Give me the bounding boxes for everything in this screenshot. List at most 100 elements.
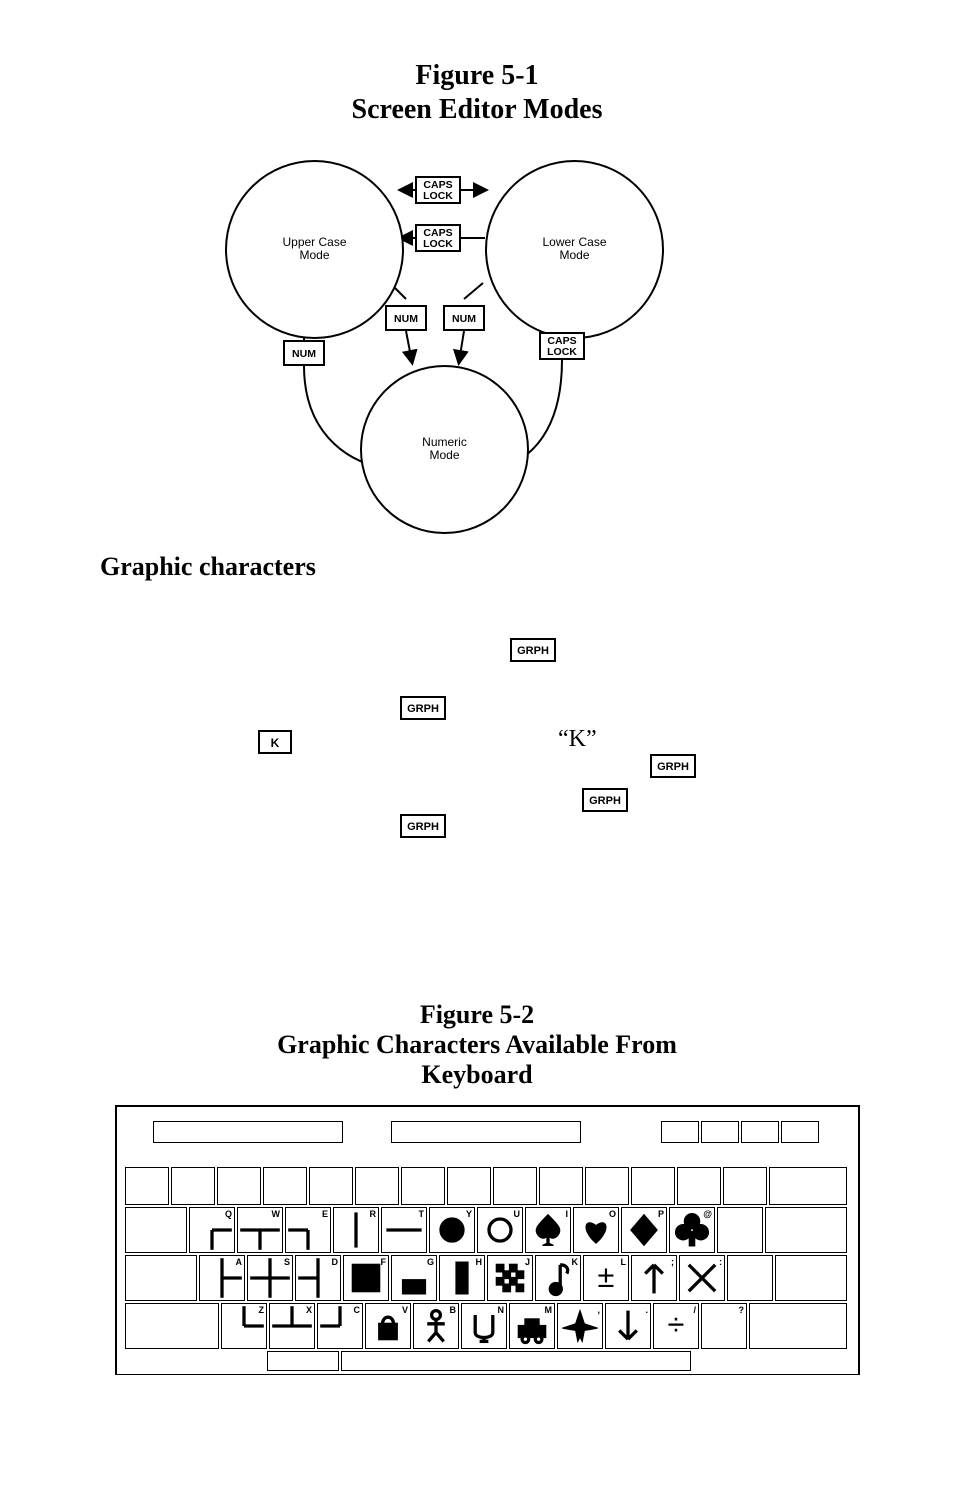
key-r4-4: V bbox=[365, 1303, 411, 1349]
glyph-rtee-icon bbox=[296, 1256, 340, 1300]
key-r2-2: W bbox=[237, 1207, 283, 1253]
keybox-caps1: CAPSLOCK bbox=[415, 176, 461, 204]
grph-key-area: “K” KGRPHGRPHGRPHGRPHGRPH bbox=[210, 620, 770, 880]
key-r1-2 bbox=[217, 1167, 261, 1205]
glyph-car-icon bbox=[510, 1304, 554, 1348]
grph-box-3: GRPH bbox=[510, 638, 556, 662]
key-r3-3: D bbox=[295, 1255, 341, 1301]
mode-node-upper: Upper CaseMode bbox=[225, 160, 404, 339]
glyph-checker-icon bbox=[488, 1256, 532, 1300]
key-r2-0 bbox=[125, 1207, 187, 1253]
glyph-cross-icon bbox=[248, 1256, 292, 1300]
glyph-filled-circle-icon bbox=[430, 1208, 474, 1252]
glyph-arrow-down-icon bbox=[606, 1304, 650, 1348]
k-quote: “K” bbox=[558, 726, 597, 753]
key-r2-3: E bbox=[285, 1207, 331, 1253]
glyph-ttee-icon bbox=[238, 1208, 282, 1252]
key-r2-5: T bbox=[381, 1207, 427, 1253]
mode-node-label: NumericMode bbox=[362, 436, 527, 462]
glyph-bl-corner-icon bbox=[222, 1304, 266, 1348]
key-r3-8: K bbox=[535, 1255, 581, 1301]
key-r2-11: @ bbox=[669, 1207, 715, 1253]
svg-text:±: ± bbox=[598, 1259, 615, 1294]
key-r5-0 bbox=[267, 1351, 339, 1371]
key-r0-0 bbox=[153, 1121, 343, 1143]
grph-box-4: GRPH bbox=[582, 788, 628, 812]
key-r1-13 bbox=[723, 1167, 767, 1205]
page: Figure 5-1 Screen Editor Modes Upper Cas… bbox=[0, 0, 954, 1487]
key-r3-7: J bbox=[487, 1255, 533, 1301]
glyph-vbar-icon bbox=[334, 1208, 378, 1252]
key-r2-10: P bbox=[621, 1207, 667, 1253]
key-r4-2: X bbox=[269, 1303, 315, 1349]
key-r2-6: Y bbox=[429, 1207, 475, 1253]
key-r1-3 bbox=[263, 1167, 307, 1205]
key-r2-13 bbox=[765, 1207, 847, 1253]
glyph-heart-icon bbox=[574, 1208, 618, 1252]
key-r2-12 bbox=[717, 1207, 763, 1253]
mode-node-label: Lower CaseMode bbox=[487, 236, 662, 262]
key-r1-11 bbox=[631, 1167, 675, 1205]
key-r4-0 bbox=[125, 1303, 219, 1349]
glyph-diamond-icon bbox=[622, 1208, 666, 1252]
mode-node-numeric: NumericMode bbox=[360, 365, 529, 534]
key-r2-7: U bbox=[477, 1207, 523, 1253]
glyph-note-icon bbox=[536, 1256, 580, 1300]
figure-1-title-line-1: Figure 5-1 bbox=[0, 60, 954, 92]
key-r3-13 bbox=[775, 1255, 847, 1301]
mode-node-label: Upper CaseMode bbox=[227, 236, 402, 262]
glyph-plane-icon bbox=[558, 1304, 602, 1348]
key-r1-14 bbox=[769, 1167, 847, 1205]
figure-2-title-line-3: Keyboard bbox=[0, 1060, 954, 1090]
key-r0-5 bbox=[781, 1121, 819, 1143]
glyph-club-icon bbox=[670, 1208, 714, 1252]
key-r3-2: S bbox=[247, 1255, 293, 1301]
key-corner-label: ? bbox=[739, 1305, 745, 1315]
key-r3-4: F bbox=[343, 1255, 389, 1301]
key-r5-1 bbox=[341, 1351, 691, 1371]
key-r2-1: Q bbox=[189, 1207, 235, 1253]
key-r4-5: B bbox=[413, 1303, 459, 1349]
key-r1-9 bbox=[539, 1167, 583, 1205]
glyph-hbar-icon bbox=[382, 1208, 426, 1252]
glyph-arrow-up-icon bbox=[632, 1256, 676, 1300]
glyph-spade-icon bbox=[526, 1208, 570, 1252]
keybox-num3: NUM bbox=[283, 340, 325, 366]
key-r4-10: /÷ bbox=[653, 1303, 699, 1349]
glyph-btee-icon bbox=[270, 1304, 314, 1348]
key-r3-11: : bbox=[679, 1255, 725, 1301]
key-r3-6: H bbox=[439, 1255, 485, 1301]
glyph-fill-block-icon bbox=[344, 1256, 388, 1300]
key-r0-2 bbox=[661, 1121, 699, 1143]
figure-1-title-line-2: Screen Editor Modes bbox=[0, 94, 954, 126]
key-r4-9: . bbox=[605, 1303, 651, 1349]
key-r2-9: O bbox=[573, 1207, 619, 1253]
grph-box-1: GRPH bbox=[400, 696, 446, 720]
key-r0-3 bbox=[701, 1121, 739, 1143]
section-heading-graphic-characters: Graphic characters bbox=[100, 552, 316, 582]
glyph-open-circle-icon bbox=[478, 1208, 522, 1252]
key-r1-7 bbox=[447, 1167, 491, 1205]
keybox-caps2: CAPSLOCK bbox=[415, 224, 461, 252]
glyph-stickman-icon bbox=[414, 1304, 458, 1348]
key-r1-0 bbox=[125, 1167, 169, 1205]
key-r4-3: C bbox=[317, 1303, 363, 1349]
grph-box-2: GRPH bbox=[400, 814, 446, 838]
glyph-plusminus-icon: ± bbox=[584, 1256, 628, 1300]
glyph-divide-icon: ÷ bbox=[654, 1304, 698, 1348]
key-r3-10: ; bbox=[631, 1255, 677, 1301]
key-r3-9: L± bbox=[583, 1255, 629, 1301]
key-r0-1 bbox=[391, 1121, 581, 1143]
key-r2-4: R bbox=[333, 1207, 379, 1253]
figure-2-title-line-2: Graphic Characters Available From bbox=[0, 1030, 954, 1060]
key-r3-5: G bbox=[391, 1255, 437, 1301]
key-r4-6: N bbox=[461, 1303, 507, 1349]
glyph-tall-block-icon bbox=[440, 1256, 484, 1300]
glyph-tl-corner-icon bbox=[190, 1208, 234, 1252]
glyph-lock-icon bbox=[366, 1304, 410, 1348]
keybox-num2: NUM bbox=[443, 305, 485, 331]
key-r1-12 bbox=[677, 1167, 721, 1205]
key-r1-4 bbox=[309, 1167, 353, 1205]
key-r4-7: M bbox=[509, 1303, 555, 1349]
grph-box-5: GRPH bbox=[650, 754, 696, 778]
